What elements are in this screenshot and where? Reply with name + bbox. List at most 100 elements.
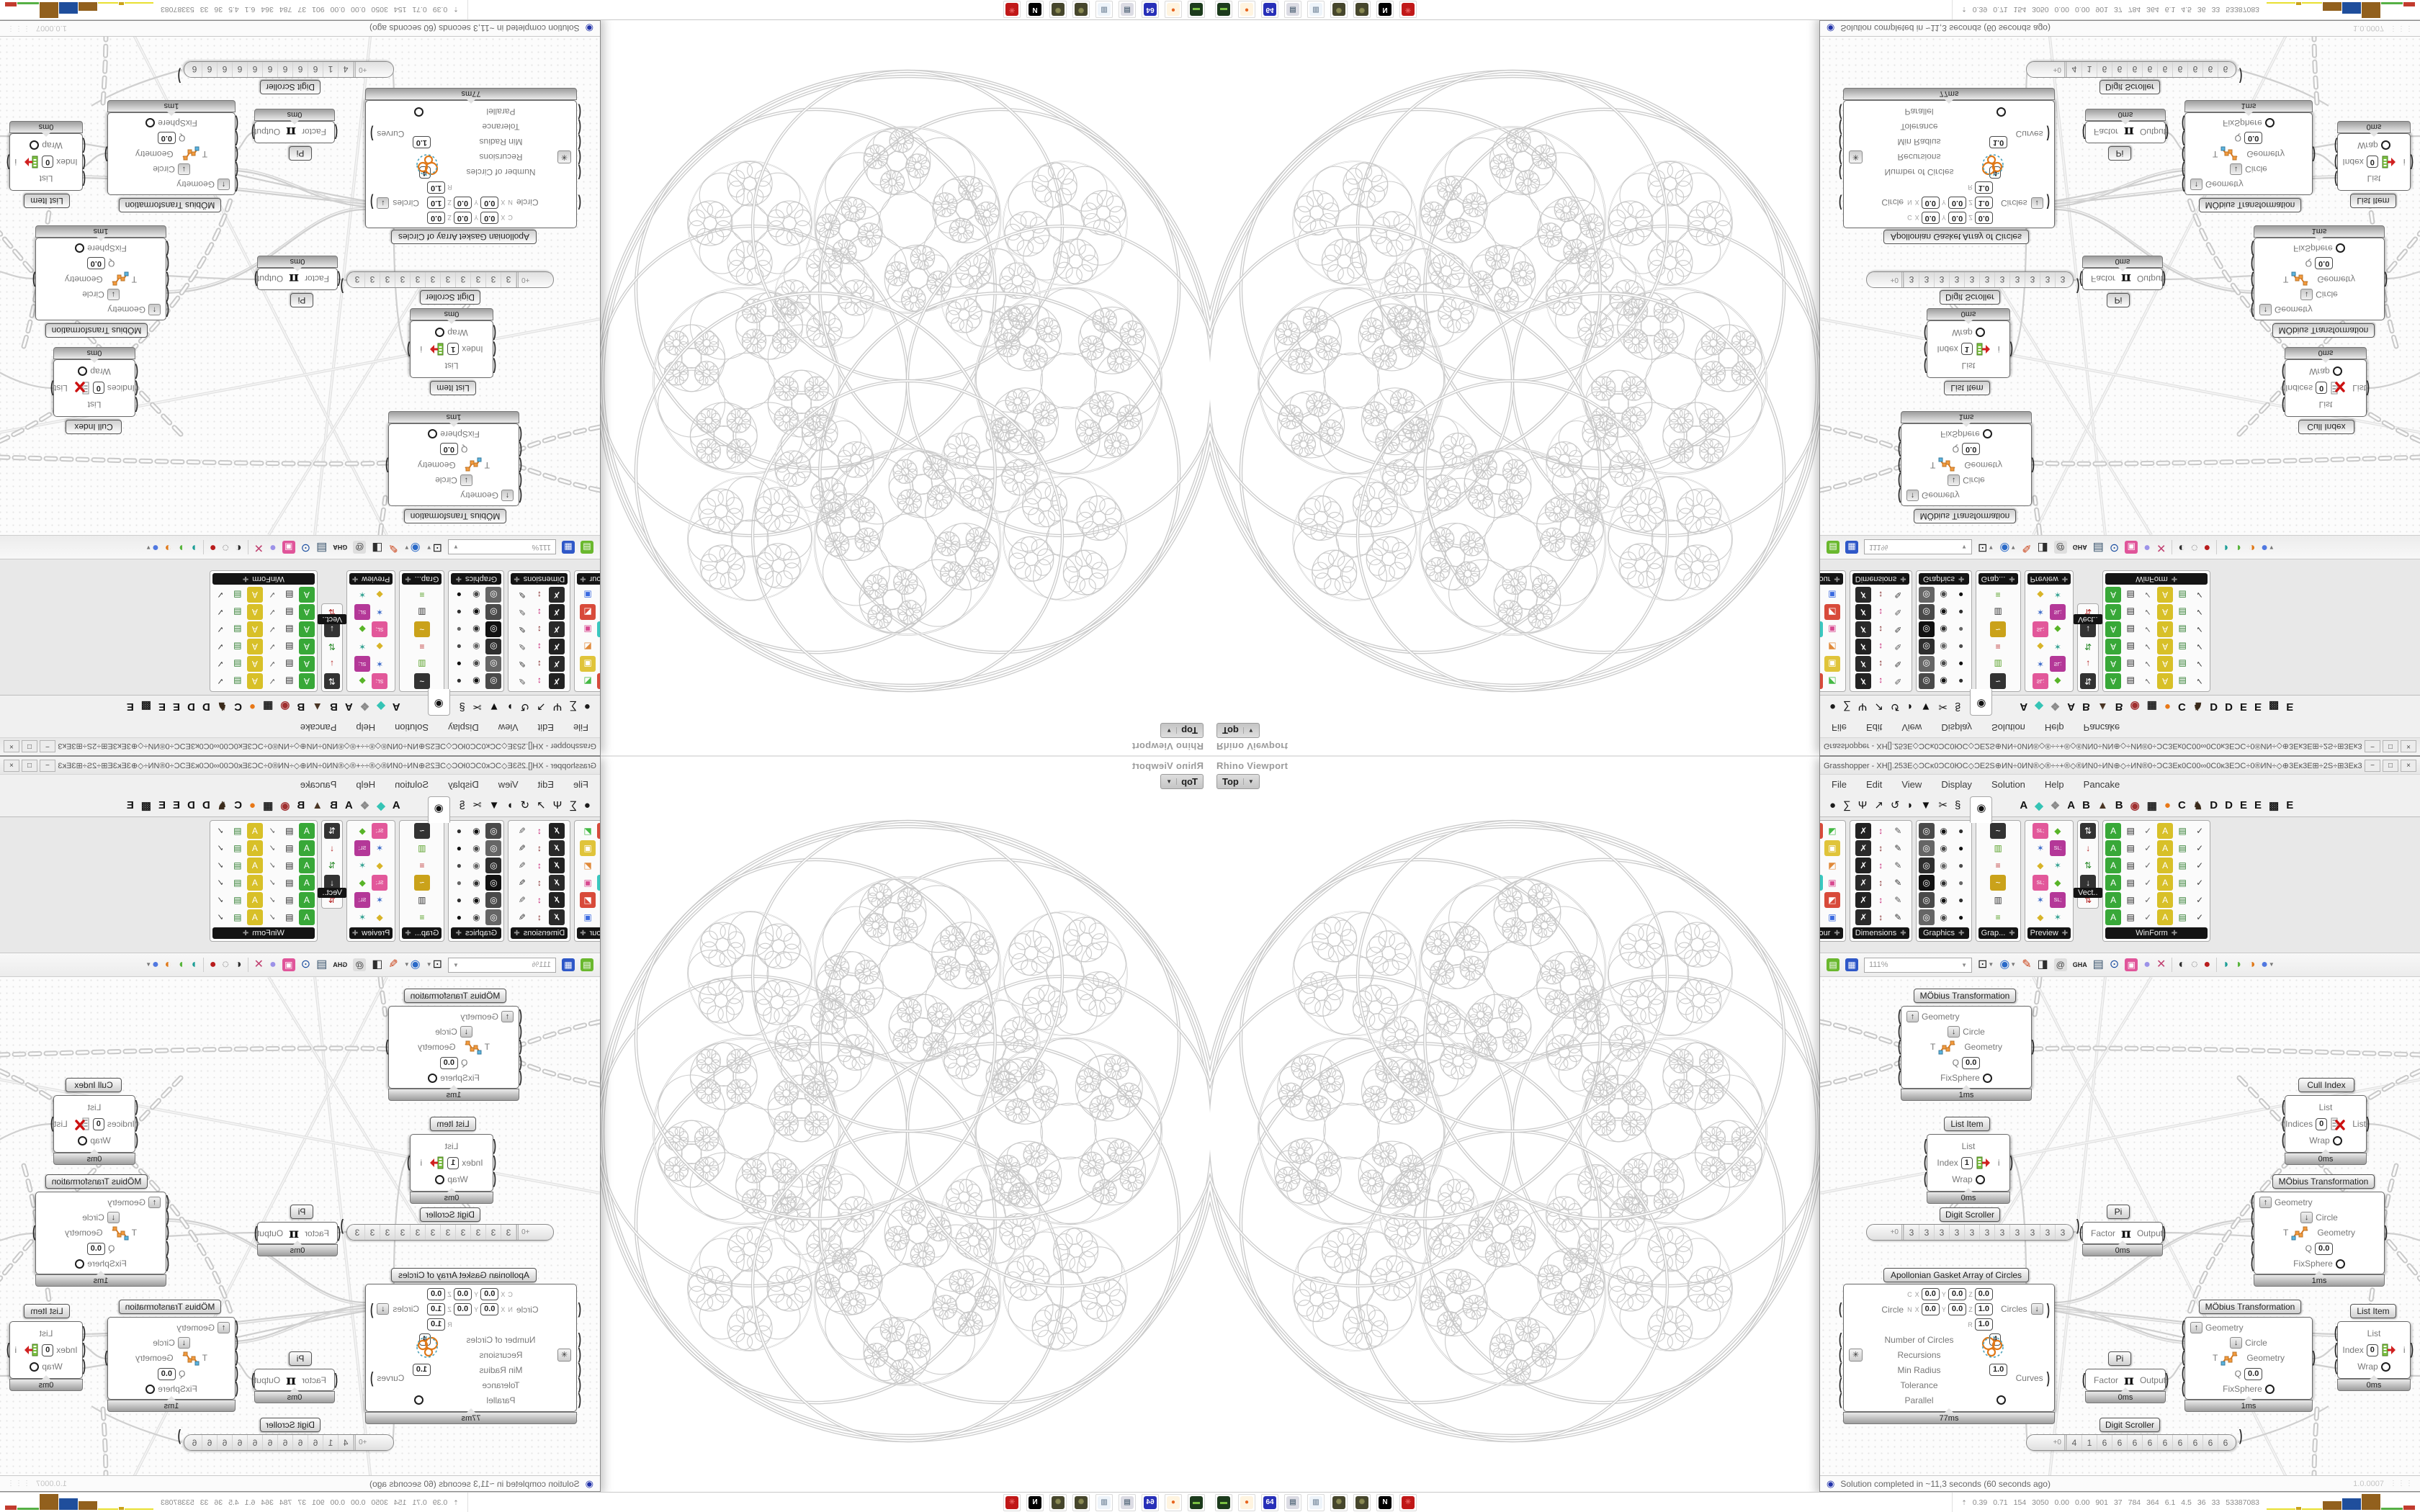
panel-label-graphics[interactable]: Graphics ✚: [1918, 927, 1969, 939]
open-file-icon[interactable]: ▤: [1827, 541, 1839, 554]
component-icon[interactable]: ▥: [418, 843, 426, 853]
input-paren[interactable]: (: [135, 1097, 138, 1116]
scroller-digit[interactable]: 3: [1919, 272, 1934, 287]
component-body[interactable]: (↑ Geometry(↓ Circle(T Geometry)(Q 0.0(FixSp…: [1898, 423, 2035, 506]
component-icon[interactable]: ▤: [2178, 912, 2187, 922]
boolean-toggle[interactable]: [145, 118, 156, 128]
component-icon[interactable]: ✗: [548, 639, 565, 654]
component-icon[interactable]: ✓: [216, 843, 224, 853]
component-icon[interactable]: ✗: [548, 621, 565, 637]
bag-icon[interactable]: ▣: [282, 541, 295, 554]
scroller-digit[interactable]: 6: [263, 1435, 278, 1450]
boolean-toggle[interactable]: [2264, 1384, 2275, 1394]
component-icon[interactable]: ▥: [1994, 659, 2002, 669]
component-icon[interactable]: ◎: [485, 673, 502, 689]
sets-tab-icon[interactable]: Ψ: [552, 701, 563, 714]
ribbon-icon[interactable]: ✕: [2156, 958, 2166, 971]
component-capsule[interactable]: MÖbius Transformation: [1914, 509, 2016, 523]
plugin-tab[interactable]: B: [297, 799, 305, 811]
scroller-digit[interactable]: 1: [2081, 62, 2097, 77]
input-paren[interactable]: (: [2334, 1323, 2338, 1342]
component-icon[interactable]: ◧: [1820, 604, 1823, 620]
component-icon[interactable]: ▤: [2178, 607, 2187, 617]
component-body[interactable]: (List(Index 1 i)(Wrap: [1924, 1134, 2013, 1192]
panel-label-graphics[interactable]: Graphics ✚: [1918, 573, 1969, 585]
component-icon[interactable]: ◆: [2054, 826, 2061, 836]
output-paren[interactable]: ): [50, 379, 54, 399]
component-icon[interactable]: ✶: [2053, 590, 2061, 600]
component-icon[interactable]: ◎: [1918, 892, 1935, 908]
shaded-preview-icon[interactable]: ●: [209, 958, 217, 971]
digit-scroller[interactable]: +0 4 1 6 6 6 6 6 6 6 6 6: [184, 1434, 394, 1451]
title-bar[interactable]: Grasshopper - XH[].253E◇ƆCκ0ƆC0ЮC◇ƆE2S⊕И…: [0, 757, 600, 775]
component-icon[interactable]: ◉: [472, 895, 480, 905]
component-icon[interactable]: ▤: [233, 659, 242, 669]
input-paren[interactable]: (: [493, 324, 496, 343]
display-tab-icon[interactable]: ◉: [1970, 796, 1993, 823]
input-paren[interactable]: (: [578, 1299, 581, 1318]
component-capsule[interactable]: MÖbius Transformation: [2199, 198, 2301, 212]
component-icon[interactable]: ~: [413, 673, 430, 689]
component-icon[interactable]: ◆: [2054, 624, 2061, 634]
digit-scroller[interactable]: +0 3 3 3 3 3 3 3 3 3 3 3: [1866, 1224, 2074, 1241]
component-icon[interactable]: ◎: [1918, 639, 1935, 654]
component-icon[interactable]: ▤: [2178, 826, 2187, 836]
input-paren[interactable]: (: [135, 397, 138, 415]
ribbon-icon[interactable]: ✕: [254, 958, 264, 971]
shaded-preview-icon[interactable]: ●: [209, 541, 217, 554]
component-icon[interactable]: ⇅: [2080, 823, 2097, 839]
input-paren[interactable]: (: [2251, 1207, 2254, 1226]
component-icon[interactable]: ◆: [2037, 912, 2044, 922]
component-icon[interactable]: ⇅: [2084, 895, 2092, 905]
maximize-button[interactable]: □: [22, 740, 37, 753]
component-icon[interactable]: ◆: [2054, 676, 2061, 686]
half-ball-icon[interactable]: ◑: [164, 958, 172, 971]
component-icon[interactable]: HSL: [597, 840, 600, 856]
export-quick-icon[interactable]: ◨: [2037, 958, 2048, 971]
component-icon[interactable]: A: [298, 823, 315, 839]
orb-icon[interactable]: ✺: [1353, 1, 1371, 19]
component-icon[interactable]: ✗: [548, 858, 565, 873]
component-capsule[interactable]: Apollonian Gasket Array of Circles: [1883, 1268, 2029, 1282]
scroller-digit[interactable]: 6: [187, 1435, 202, 1450]
output-paren[interactable]: ): [370, 1300, 374, 1318]
component-icon[interactable]: SL;: [2032, 823, 2048, 839]
panel-label-winform[interactable]: WinForm ✚: [2105, 573, 2208, 585]
plugin-tab[interactable]: D: [2210, 799, 2218, 811]
pin-green-icon[interactable]: ◗: [2235, 958, 2243, 971]
component-icon[interactable]: ◉: [472, 860, 480, 870]
ribbon-icon[interactable]: ✕: [2156, 541, 2166, 554]
component-icon[interactable]: ✓: [268, 624, 276, 634]
scroller-digit[interactable]: 3: [1964, 272, 1979, 287]
component-icon[interactable]: ↕: [537, 642, 542, 652]
component-icon[interactable]: A: [2157, 823, 2174, 839]
component-icon[interactable]: ▤: [2178, 860, 2187, 870]
panel-label-vect[interactable]: Vect..: [318, 614, 346, 624]
input-paren[interactable]: (: [82, 153, 86, 173]
viewport-view-dropdown[interactable]: Top ▼: [1216, 774, 1260, 789]
component-icon[interactable]: ●: [1958, 607, 1964, 617]
notepad-icon[interactable]: ▥: [1095, 1, 1113, 19]
gha-icon[interactable]: GHA: [333, 961, 348, 968]
component-icon[interactable]: ◩: [580, 604, 596, 620]
panel-label-preview[interactable]: Preview ✚: [2027, 927, 2071, 939]
input-paren[interactable]: (: [2251, 1223, 2254, 1241]
component-icon[interactable]: ✗: [1855, 909, 1872, 925]
component-icon[interactable]: ↕: [1878, 659, 1883, 669]
component-icon[interactable]: ▤: [2126, 912, 2135, 922]
menu-item-file[interactable]: File: [1832, 722, 1847, 733]
ball-blue-icon[interactable]: ● ▼: [145, 958, 159, 971]
output-paren[interactable]: ): [32, 271, 36, 289]
maximize-button[interactable]: □: [2383, 740, 2398, 753]
value-box[interactable]: 1.0: [427, 1318, 446, 1331]
console-app-icon[interactable]: ▬: [1188, 1493, 1205, 1511]
component-icon[interactable]: ▤: [285, 642, 294, 652]
curve-tab-icon[interactable]: ↺: [520, 798, 530, 811]
component-body[interactable]: (Factor π Output): [2082, 1369, 2169, 1391]
component-capsule[interactable]: Cull Index: [66, 1078, 122, 1092]
component-icon[interactable]: ✶: [359, 642, 367, 652]
scroller-digit[interactable]: 6: [2187, 1435, 2202, 1450]
curve-tab-icon[interactable]: ↺: [1890, 701, 1900, 714]
component-icon[interactable]: SL;: [2032, 875, 2048, 891]
gha-icon[interactable]: GHA: [2072, 961, 2087, 968]
